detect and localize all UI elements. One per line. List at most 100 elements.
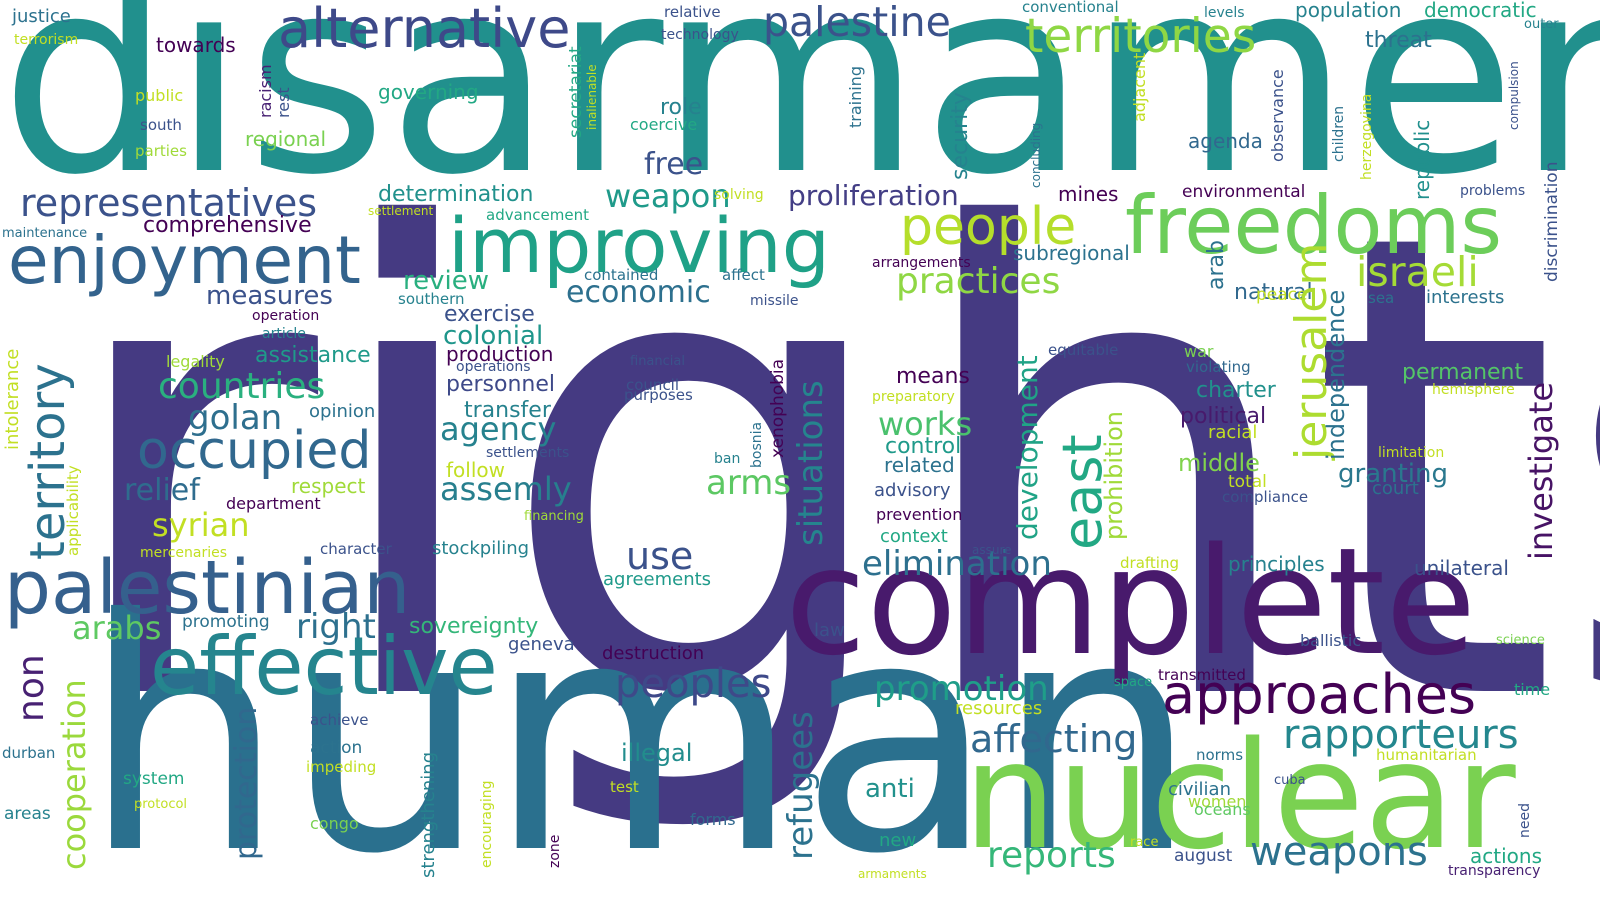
word-prohibition: prohibition: [1100, 410, 1128, 540]
word-practices: practices: [896, 261, 1061, 302]
word-women: women: [1188, 792, 1247, 811]
word-development: development: [1011, 355, 1044, 540]
word-golan: golan: [188, 398, 283, 438]
word-palestine: palestine: [763, 0, 951, 46]
word-humanitarian: humanitarian: [1376, 746, 1477, 764]
word-prevention: prevention: [876, 505, 963, 524]
word-oceans: oceans: [1194, 800, 1251, 819]
word-subregional: subregional: [1013, 241, 1130, 265]
word-unilateral: unilateral: [1414, 556, 1509, 580]
word-council: council: [626, 376, 680, 394]
word-syrian: syrian: [152, 506, 250, 544]
word-israeli: israeli: [1356, 248, 1479, 296]
word-zone: zone: [547, 834, 563, 868]
word-illegal: illegal: [621, 739, 693, 767]
word-intolerance: intolerance: [2, 348, 23, 450]
word-principles: principles: [1228, 552, 1325, 576]
word-natural: natural: [1234, 280, 1313, 305]
word-review: review: [403, 266, 489, 296]
word-armaments: armaments: [858, 867, 927, 881]
word-mercenaries: mercenaries: [140, 545, 228, 561]
word-rights: rights: [55, 97, 1600, 842]
word-inalienable: inalienable: [585, 64, 599, 130]
word-permanent: permanent: [1402, 360, 1524, 385]
word-transmitted: transmitted: [1158, 666, 1246, 684]
word-time: time: [1514, 680, 1551, 699]
word-drafting: drafting: [1120, 554, 1179, 572]
word-total: total: [1228, 472, 1267, 492]
word-complete: complete: [785, 516, 1477, 688]
word-southern: southern: [398, 290, 465, 308]
word-interests: interests: [1426, 287, 1505, 308]
word-context: context: [880, 526, 948, 547]
word-department: department: [226, 494, 321, 513]
word-agreements: agreements: [603, 569, 712, 590]
word-non: non: [11, 654, 52, 722]
word-race: race: [1130, 835, 1159, 850]
word-approaches: approaches: [1162, 663, 1477, 726]
word-use: use: [626, 534, 694, 578]
word-racial: racial: [1208, 422, 1258, 443]
word-follow: follow: [446, 458, 505, 482]
word-advancement: advancement: [486, 206, 589, 224]
word-free: free: [644, 147, 704, 182]
word-towards: towards: [156, 33, 236, 57]
word-right: right: [296, 607, 376, 647]
word-population: population: [1295, 0, 1402, 22]
word-transfer: transfer: [464, 398, 551, 423]
word-applicability: applicability: [64, 465, 82, 556]
word-racism: racism: [256, 64, 275, 118]
word-rest: rest: [274, 87, 293, 118]
word-agenda: agenda: [1188, 129, 1263, 153]
word-arrangements: arrangements: [872, 255, 971, 271]
word-stockpiling: stockpiling: [432, 538, 530, 559]
word-resources: resources: [955, 698, 1043, 719]
word-durban: durban: [2, 744, 56, 762]
word-secretariat: secretariat: [566, 46, 586, 138]
word-norms: norms: [1196, 746, 1244, 764]
word-agency: agency: [440, 410, 557, 448]
word-operation: operation: [252, 308, 320, 324]
word-enjoyment: enjoyment: [8, 222, 361, 299]
word-preparatory: preparatory: [872, 389, 955, 405]
word-related: related: [884, 453, 955, 477]
word-adjacent: coercive: [630, 115, 698, 134]
word-relief: relief: [124, 473, 200, 508]
word-affecting: affecting: [970, 717, 1138, 761]
word-weapon: weapon: [605, 177, 731, 215]
word-cooperation: cooperation: [55, 679, 93, 870]
word-security: security: [948, 92, 973, 180]
word-nuclear: nuclear: [963, 710, 1516, 882]
word-relative: relative: [664, 3, 721, 21]
word-coercive: adjacent: [1130, 52, 1149, 122]
word-character: character: [320, 540, 392, 558]
word-disarmament: disarmament: [0, 0, 1600, 234]
word-geneva: geneva: [508, 634, 575, 655]
word-concluding: concluding: [1029, 122, 1043, 188]
word-sovereignty: sovereignty: [409, 614, 539, 639]
word-cuba: cuba: [1274, 773, 1306, 788]
word-civilian: civilian: [1168, 779, 1231, 800]
word-palestinian: palestinian: [4, 545, 411, 631]
word-middle: middle: [1178, 449, 1260, 477]
word-peoples: peoples: [615, 661, 772, 707]
word-compulsion: compulsion: [1507, 61, 1521, 130]
word-need: need: [1517, 803, 1533, 838]
word-elimination: elimination: [862, 544, 1052, 584]
word-limitation: limitation: [1378, 445, 1445, 461]
word-environmental: environmental: [1182, 182, 1306, 202]
word-equitable: equitable: [1048, 341, 1119, 359]
word-achieve: achieve: [310, 711, 369, 729]
word-impeding: impeding: [306, 758, 377, 776]
word-war: war: [1184, 342, 1214, 361]
word-law: law: [814, 620, 845, 641]
word-purposes: purposes: [624, 386, 693, 404]
word-levels: levels: [1204, 5, 1245, 21]
word-protection: protection: [229, 706, 264, 860]
word-promoting: promoting: [182, 612, 270, 632]
word-assemly: assemly: [440, 470, 572, 508]
word-forms: forms: [690, 810, 736, 829]
word-role: role: [660, 95, 702, 120]
word-colonial: colonial: [443, 321, 544, 351]
word-improving: improving: [448, 201, 830, 290]
